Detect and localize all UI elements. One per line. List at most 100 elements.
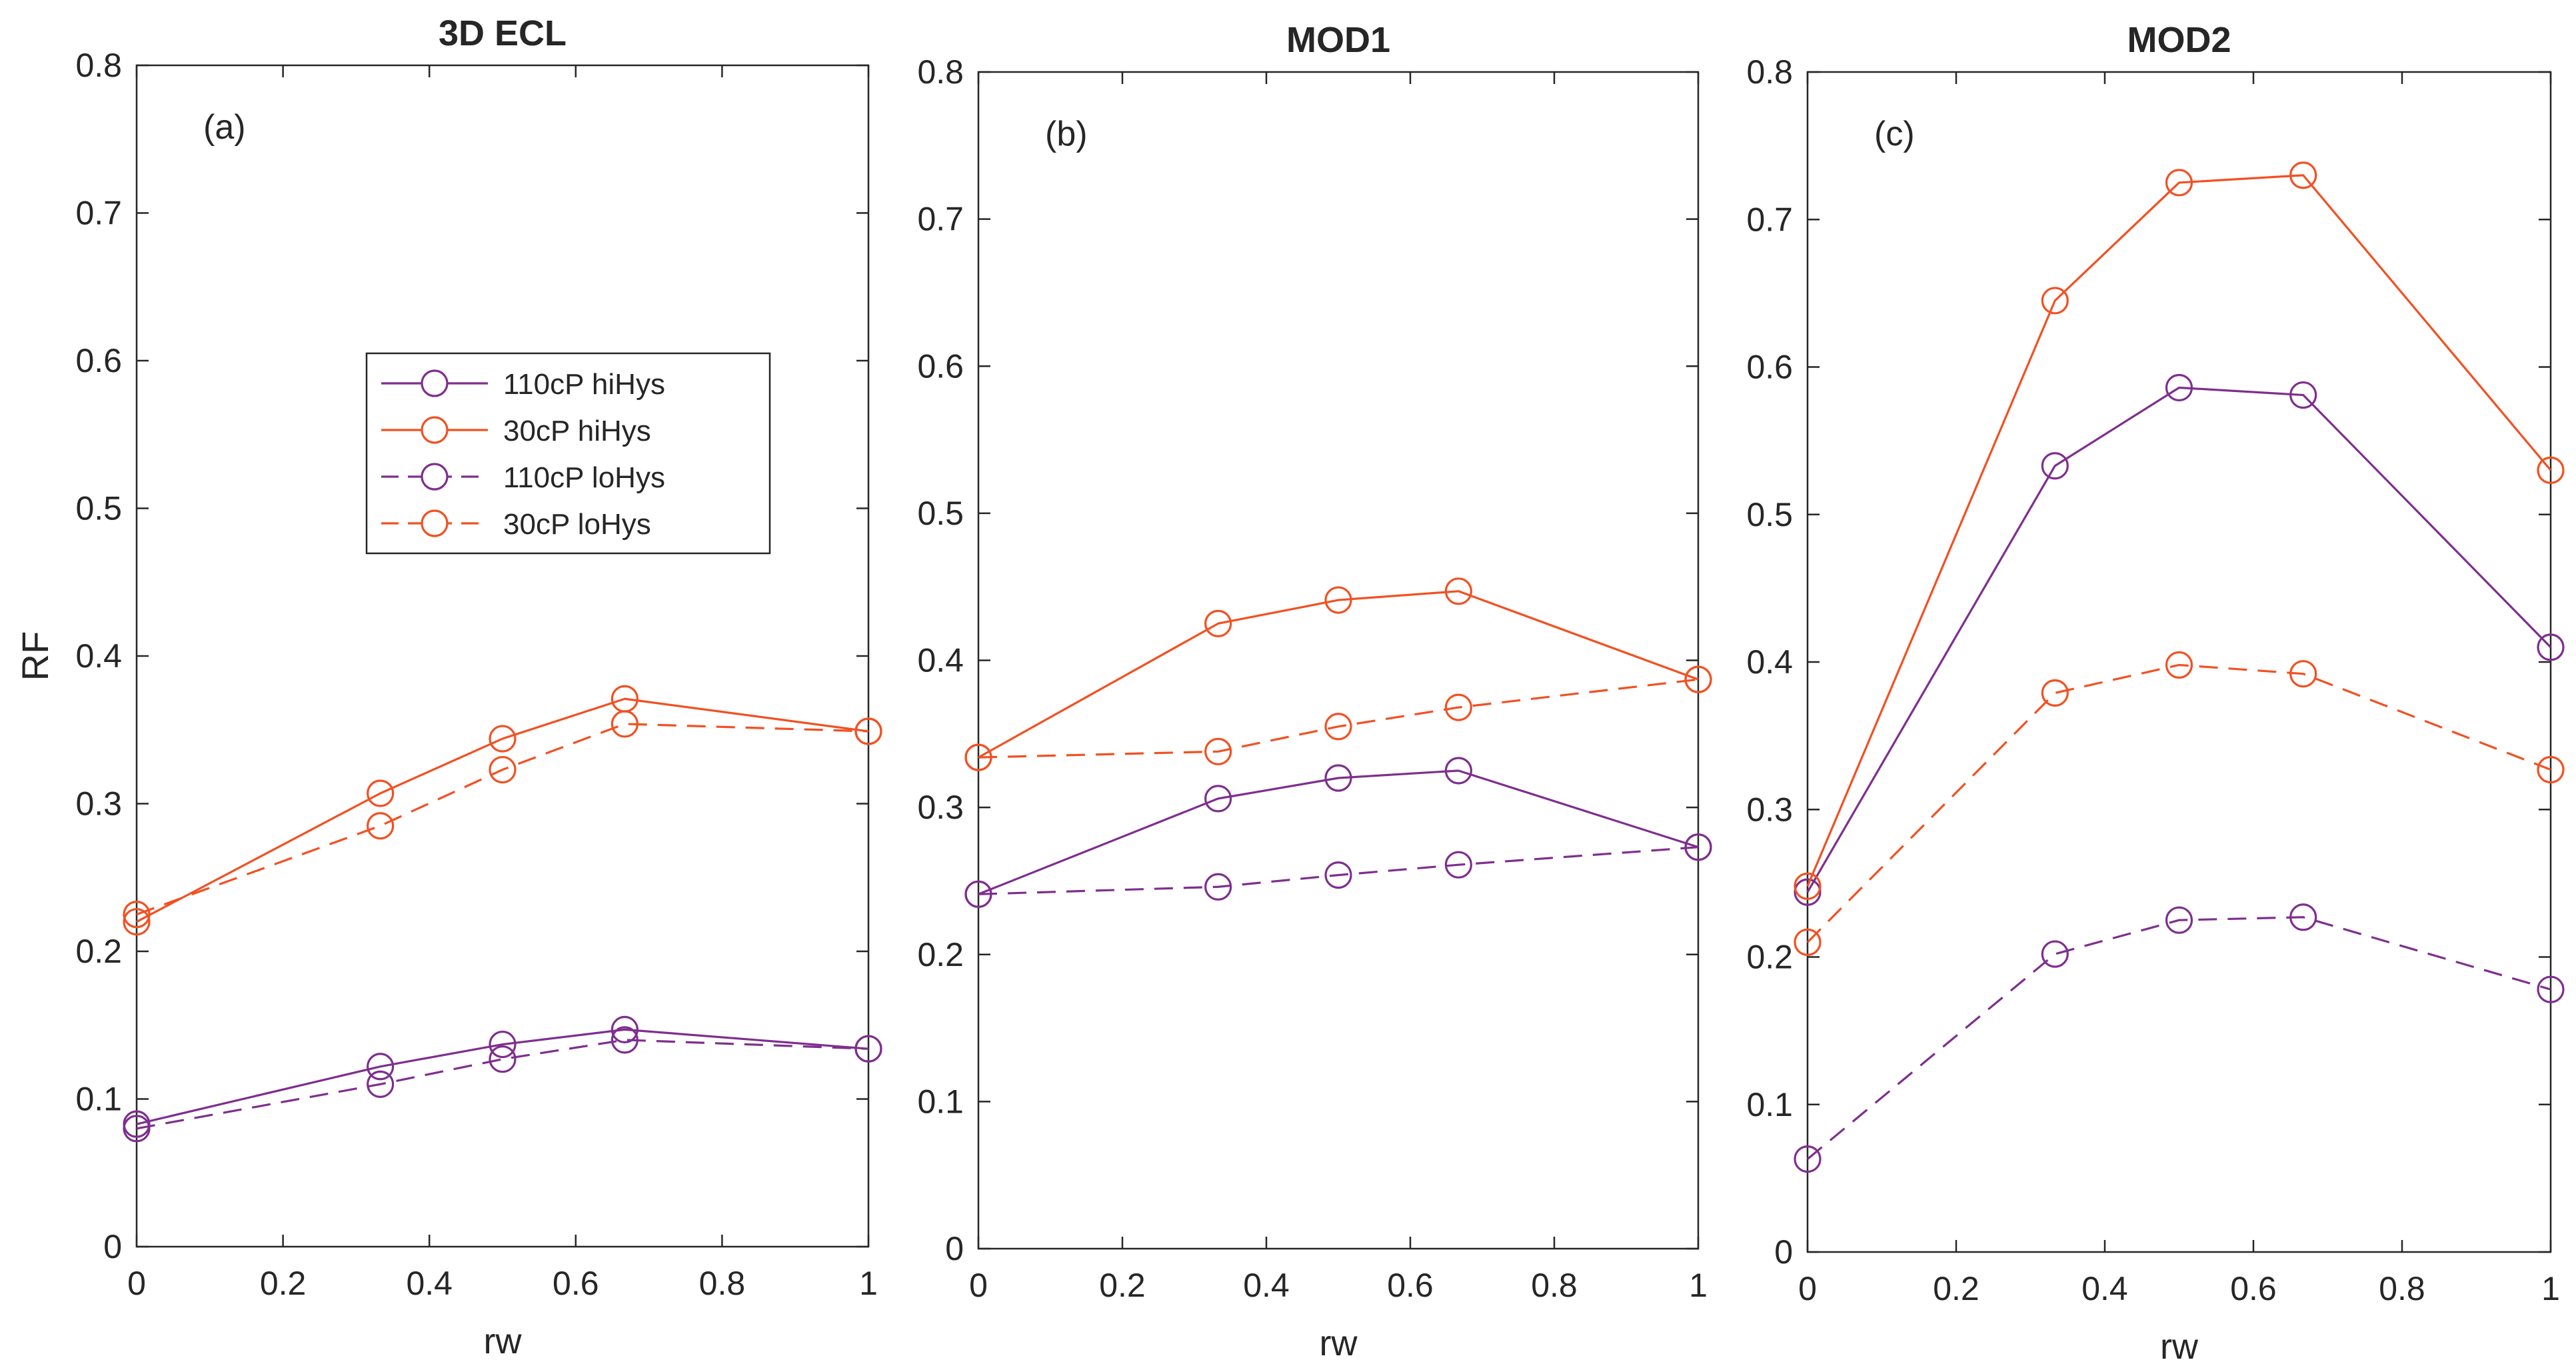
data-point — [611, 710, 639, 738]
data-point — [2537, 975, 2565, 1003]
data-point — [2289, 381, 2317, 409]
x-tick-label: 0 — [1798, 1270, 1817, 1307]
series-110cp-lohys — [1794, 903, 2565, 1173]
legend-label: 110cP loHys — [503, 461, 665, 494]
legend: 110cP hiHys 30cP hiHys 110cP loHys 30cP loH… — [365, 352, 771, 555]
x-tick-label: 0.2 — [1099, 1267, 1146, 1304]
series-line — [136, 697, 869, 923]
panel-1: 0 0.2 0.4 0.6 0.8 1 0 0.1 0.2 0.3 0.4 0.5 0.6 0.7 0.8 3… — [75, 13, 882, 1361]
x-tick-label: 0.8 — [1531, 1267, 1578, 1304]
series-line — [1806, 916, 2551, 1160]
x-tick-label: 0.6 — [553, 1265, 599, 1302]
data-point — [1444, 577, 1472, 605]
series-110cp-hihys — [1794, 373, 2565, 906]
data-point — [1444, 693, 1472, 721]
series-30cp-lohys — [123, 710, 882, 929]
series-30cp-hihys — [1794, 161, 2565, 900]
x-axis-label: rw — [2160, 1327, 2199, 1367]
data-point — [1204, 737, 1232, 765]
series-line — [1806, 386, 2552, 893]
series-line — [1806, 663, 2551, 943]
data-point — [2041, 287, 2069, 315]
data-point — [367, 812, 395, 840]
legend-item: 30cP hiHys — [381, 415, 651, 447]
series-line — [136, 723, 869, 916]
data-point — [367, 1070, 395, 1098]
series-line — [978, 590, 1699, 759]
series-line — [136, 1028, 869, 1125]
series-line — [1806, 174, 2552, 887]
y-tick-label: 0.6 — [1746, 349, 1793, 386]
x-axis-label: rw — [1320, 1323, 1358, 1363]
data-point — [2165, 373, 2193, 402]
panel-title: 3D ECL — [439, 13, 567, 53]
y-tick-label: 0.7 — [75, 195, 122, 232]
x-tick-label: 0.8 — [2379, 1270, 2425, 1307]
x-tick-label: 0.6 — [1387, 1267, 1434, 1304]
y-tick-label: 0.6 — [917, 347, 964, 385]
axes-box — [135, 64, 870, 1248]
data-point — [2041, 452, 2069, 480]
x-tick-label: 0.4 — [1243, 1267, 1290, 1304]
data-point — [2537, 755, 2565, 784]
y-tick-label: 0 — [1774, 1233, 1793, 1271]
x-tick-label: 0 — [127, 1265, 146, 1302]
data-point — [1684, 665, 1712, 693]
x-tick-label: 0.8 — [699, 1265, 746, 1302]
y-tick-label: 0.8 — [917, 53, 964, 91]
y-tick-label: 0.5 — [75, 490, 122, 527]
data-point — [1444, 757, 1472, 785]
y-tick-label: 0 — [103, 1228, 122, 1265]
y-tick-label: 0.3 — [917, 789, 964, 826]
data-point — [2041, 679, 2069, 707]
y-tick-label: 0 — [945, 1230, 964, 1267]
data-point — [489, 1045, 517, 1073]
y-tick-label: 0.7 — [1746, 201, 1793, 238]
data-point — [1204, 873, 1232, 901]
y-tick-label: 0.4 — [917, 642, 964, 679]
data-point — [1324, 586, 1352, 614]
x-tick-label: 0.2 — [1933, 1270, 1979, 1307]
y-tick-label: 0.8 — [75, 47, 122, 84]
data-point — [2289, 903, 2317, 931]
data-point — [611, 1015, 639, 1043]
y-tick-label: 0.3 — [75, 785, 122, 823]
y-tick-label: 0.3 — [1746, 791, 1793, 828]
data-point — [1684, 833, 1712, 861]
legend-marker — [421, 509, 449, 537]
panel-title: MOD2 — [2127, 20, 2231, 60]
data-point — [489, 725, 517, 753]
legend-label: 30cP hiHys — [503, 415, 651, 447]
data-point — [123, 1115, 151, 1143]
y-tick-label: 0.2 — [1746, 939, 1793, 976]
legend-label: 110cP hiHys — [503, 368, 665, 401]
y-tick-label: 0.1 — [917, 1083, 964, 1120]
data-point — [2165, 169, 2193, 197]
data-point — [2289, 660, 2317, 688]
y-tick-label: 0.5 — [1746, 496, 1793, 533]
x-tick-label: 1 — [1689, 1267, 1708, 1304]
data-point — [1794, 1145, 1822, 1173]
data-point — [2289, 161, 2317, 189]
y-tick-label: 0.1 — [75, 1081, 122, 1118]
data-point — [964, 743, 992, 771]
panel-label: (a) — [203, 108, 246, 147]
x-axis-label: rw — [484, 1321, 523, 1361]
legend-marker — [421, 416, 449, 444]
series-30cp-lohys — [964, 665, 1712, 771]
x-tick-label: 0.4 — [406, 1265, 453, 1302]
data-point — [611, 1026, 639, 1054]
y-tick-label: 0.4 — [1746, 643, 1793, 681]
data-point — [123, 908, 151, 936]
data-point — [1794, 928, 1822, 956]
data-point — [854, 1035, 882, 1063]
y-tick-label: 0.4 — [75, 637, 122, 675]
data-point — [367, 1053, 395, 1081]
data-point — [2165, 651, 2193, 679]
x-tick-label: 1 — [859, 1265, 878, 1302]
series-line — [136, 1039, 869, 1130]
panel-label: (b) — [1045, 115, 1088, 153]
x-tick-label: 0.2 — [260, 1265, 307, 1302]
